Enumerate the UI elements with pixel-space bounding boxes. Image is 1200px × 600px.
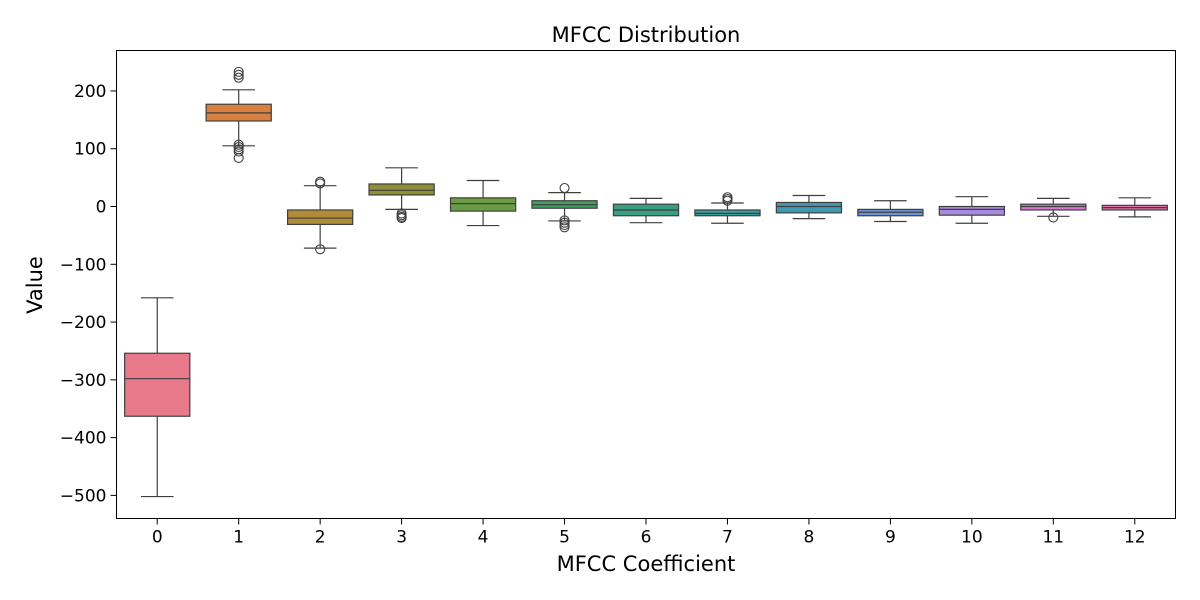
box-4	[449, 179, 517, 227]
outlier-point	[315, 178, 326, 189]
outlier-point	[559, 222, 570, 233]
iqr-box	[286, 209, 354, 226]
box-0	[124, 297, 191, 498]
outlier-point	[233, 69, 244, 80]
x-tick-label: 0	[152, 528, 163, 548]
y-tick-label: 0	[96, 198, 107, 218]
y-tick-label: −500	[60, 486, 107, 506]
x-axis: 0 1 2 3 4 5 6 7 8 9 10 11 12	[152, 518, 1146, 548]
x-tick-label: 11	[1042, 528, 1064, 548]
y-tick-label: −100	[60, 255, 107, 275]
box-10	[938, 196, 1006, 224]
x-tick-label: 10	[961, 528, 983, 548]
outlier-point	[233, 139, 244, 150]
x-tick-label: 3	[396, 528, 407, 548]
y-tick-label: −400	[60, 429, 107, 449]
iqr-box	[449, 197, 517, 212]
box-1	[205, 66, 272, 164]
outlier-point	[559, 182, 570, 194]
box-series	[124, 66, 1168, 498]
outlier-point	[1048, 212, 1059, 223]
outlier-point	[233, 141, 244, 153]
outlier-point	[722, 195, 733, 206]
x-tick-label: 5	[559, 528, 570, 548]
y-tick-label: 200	[74, 82, 106, 102]
box-2	[286, 176, 354, 255]
y-tick-label: −300	[60, 371, 107, 391]
box-11	[1020, 197, 1087, 223]
box-12	[1101, 197, 1168, 218]
outlier-point	[559, 215, 570, 226]
box-6	[612, 197, 680, 224]
y-axis: 200 100 0 −100 −200 −300 −400 −500	[60, 82, 117, 506]
x-tick-label: 9	[885, 528, 896, 548]
outlier-point	[559, 217, 570, 228]
y-tick-label: −200	[60, 313, 107, 333]
x-tick-label: 7	[722, 528, 733, 548]
x-tick-label: 4	[478, 528, 489, 548]
plot-area-frame	[116, 50, 1176, 519]
box-9	[857, 200, 924, 223]
y-tick-label: 100	[74, 140, 106, 160]
iqr-box	[368, 183, 435, 196]
outlier-point	[396, 213, 407, 224]
x-tick-label: 12	[1124, 528, 1146, 548]
outlier-point	[233, 146, 244, 157]
outlier-point	[233, 152, 244, 164]
outlier-point	[233, 66, 244, 77]
outlier-point	[233, 72, 244, 83]
iqr-box	[124, 352, 191, 417]
iqr-box	[938, 205, 1006, 216]
x-tick-label: 2	[315, 528, 326, 548]
outlier-point	[315, 244, 326, 255]
box-7	[694, 192, 761, 224]
x-tick-label: 8	[804, 528, 815, 548]
iqr-box	[775, 201, 843, 214]
box-5	[531, 182, 598, 233]
box-8	[775, 194, 843, 220]
outlier-point	[559, 219, 570, 231]
x-axis-label: MFCC Coefficient	[557, 552, 736, 576]
x-tick-label: 1	[233, 528, 244, 548]
y-axis-label: Value	[23, 256, 47, 314]
box-3	[368, 167, 435, 224]
x-tick-label: 6	[641, 528, 652, 548]
chart-title: MFCC Distribution	[552, 23, 741, 47]
